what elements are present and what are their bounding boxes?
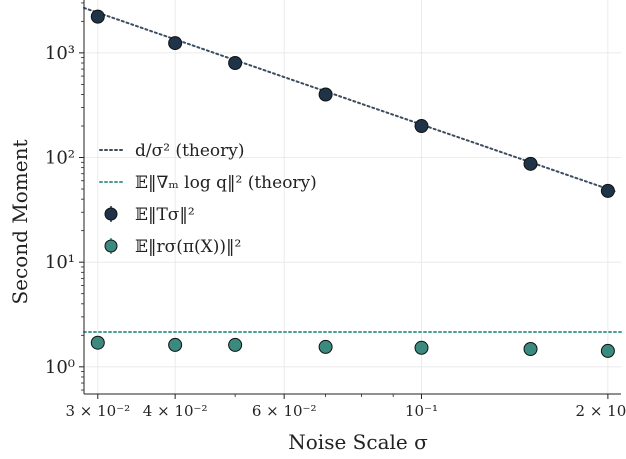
y-tick-label-0: 10⁰ [45,357,75,378]
series-3-point-5 [523,342,538,357]
legend-label-1: 𝔼‖∇ₘ log q‖² (theory) [135,173,317,193]
legend-label-2: 𝔼‖Tσ‖² [135,205,195,225]
grid [84,0,621,394]
legend-marker-3 [104,239,118,253]
legend-marker-2 [104,207,118,221]
y-tick-label-2: 10² [45,148,75,169]
series-2-point-5 [523,156,538,171]
y-axis-label: Second Moment [8,139,32,304]
x-axis-label: Noise Scale σ [288,430,428,454]
y-tick-label-3: 10³ [45,43,75,64]
series-3-point-0 [90,335,105,350]
series-2-point-1 [168,36,183,51]
x-tick-label-3: 10⁻¹ [405,402,438,420]
x-tick-label-0: 3 × 10⁻² [65,402,130,420]
axes: 3 × 10⁻² 4 × 10⁻² 6 × 10⁻² 10⁻¹ 2 × 10⁻¹ 10⁰ 1… [45,0,626,420]
series-3-point-1 [168,337,183,352]
series-2-point-4 [414,119,429,134]
y-tick-label-1: 10¹ [45,252,75,273]
legend-label-3: 𝔼‖rσ(π(X))‖² [135,237,241,257]
series-layer [83,6,622,358]
series-3-point-3 [318,339,333,354]
series-2-point-0 [90,9,105,24]
series-3-point-6 [600,343,615,358]
x-tick-label-2: 6 × 10⁻² [252,402,317,420]
series-3-point-4 [414,340,429,355]
series-2-point-2 [228,56,243,71]
series-2-point-6 [600,183,615,198]
legend-label-0: d/σ² (theory) [135,141,245,161]
x-tick-label-1: 4 × 10⁻² [143,402,208,420]
legend: d/σ² (theory) 𝔼‖∇ₘ log q‖² (theory) 𝔼‖Tσ‖²… [99,141,317,257]
series-3-point-2 [228,337,243,352]
x-tick-label-4: 2 × 10⁻¹ [576,402,626,420]
series-2-point-3 [318,87,333,102]
